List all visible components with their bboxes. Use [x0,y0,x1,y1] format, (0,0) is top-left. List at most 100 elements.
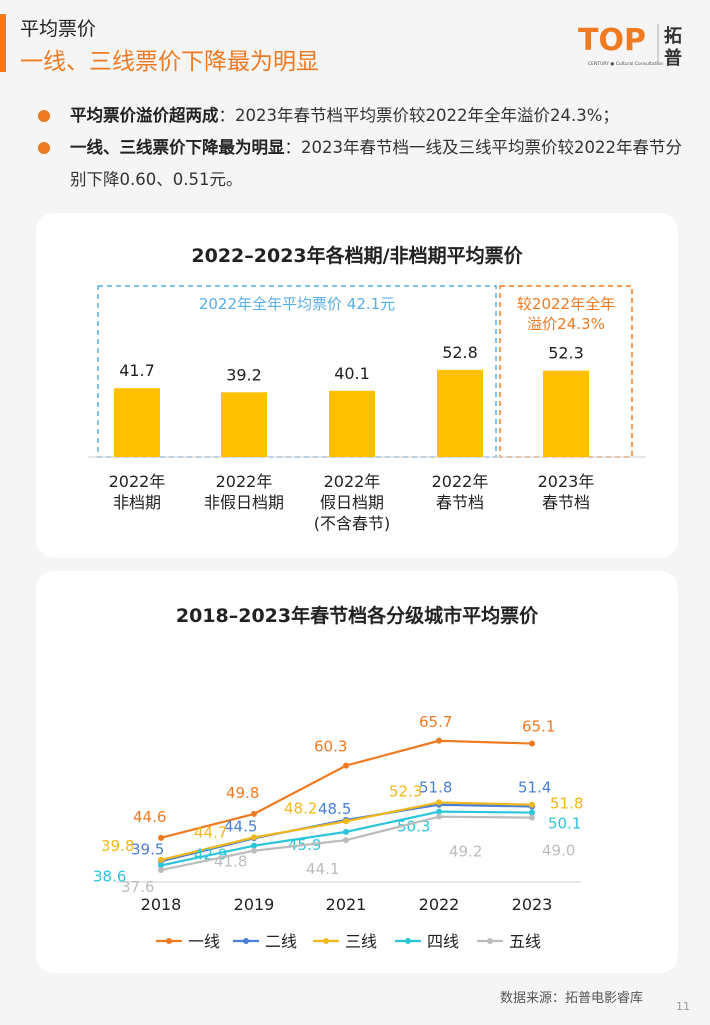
premium-label: 较2022年全年 [517,295,615,313]
data-label: 48.2 [284,799,317,817]
legend-swatch-dot [166,938,172,944]
data-source: 数据来源：拓普电影睿库 [500,991,644,1006]
category-tick-label: 春节档 [542,493,590,512]
data-label: 39.5 [131,840,164,858]
legend-label: 五线 [509,932,541,951]
logo-brand-char-2: 普 [664,47,682,69]
logo-brand-char-1: 拓 [664,25,682,47]
legend-swatch-dot [243,938,249,944]
category-tick-label: 非档期 [113,493,161,512]
data-point [158,834,164,841]
data-point [251,810,257,817]
category-tick-label: 2022年 [324,472,381,491]
data-point [343,837,349,844]
data-point [529,809,535,816]
x-tick-label: 2022 [419,895,460,914]
bar-value-label: 41.7 [119,361,155,380]
data-point [436,813,442,820]
bullet-dot-icon [38,142,50,154]
data-point [251,842,257,849]
data-label: 51.8 [419,779,452,797]
legend-label: 四线 [427,932,459,951]
category-tick-label: 2023年 [538,472,595,491]
data-label: 41.8 [214,853,247,871]
data-label: 49.0 [542,842,575,860]
bullet-1-bold: 平均票价溢价超两成 [70,106,219,125]
legend-swatch-dot [405,938,411,944]
page-subtitle: 一线、三线票价下降最为明显 [20,49,319,75]
bar-chart-title: 2022–2023年各档期/非档期平均票价 [191,245,523,267]
data-point [251,847,257,854]
data-label: 51.8 [550,795,583,813]
legend-swatch-dot [487,938,493,944]
bar-chart-panel: 2022–2023年各档期/非档期平均票价 2022年全年平均票价 42.1元 较… [36,213,678,558]
bullet-item-2: 一线、三线票价下降最为明显：2023年春节档一线及三线平均票价较2022年春节分… [38,132,688,196]
bar [114,388,160,457]
data-point [158,856,164,863]
line-chart: 2018 2019 2021 2022 2023 44.6 49.8 60.3 65.7 65.1… [93,713,583,951]
category-tick-label: 非假日档期 [204,493,284,512]
x-tick-label: 2019 [234,895,275,914]
bullet-dot-icon [38,110,50,122]
bar [543,370,589,457]
page-section-title: 平均票价 [20,18,97,40]
data-label: 44.1 [306,860,339,878]
legend-label: 一线 [188,932,220,951]
line-chart-panel: 2018–2023年春节档各分级城市平均票价 2018 2019 2021 2022 2… [36,571,678,973]
bar-value-label: 52.3 [548,344,584,363]
data-point [529,801,535,808]
x-tick-label: 2018 [141,895,182,914]
category-tick-label: 2022年 [432,472,489,491]
legend-label: 二线 [265,932,297,951]
data-point [251,834,257,841]
category-tick-label: 2022年 [216,472,273,491]
data-label: 39.8 [101,837,134,855]
data-label: 49.8 [226,784,259,802]
x-tick-label: 2023 [512,895,553,914]
data-label: 52.3 [389,782,422,800]
legend-swatch-dot [323,938,329,944]
bar [221,392,267,457]
data-label: 51.4 [518,779,551,797]
data-point [343,762,349,769]
page-number: 11 [676,1000,690,1013]
data-label: 42.9 [194,846,227,864]
bar [437,369,483,457]
data-label: 38.6 [93,867,126,885]
bullet-1-text: ：2023年春节档平均票价较2022年全年溢价24.3%； [218,106,619,125]
data-label: 60.3 [314,738,347,756]
premium-label: 溢价24.3% [527,315,605,333]
bar [329,390,375,457]
data-label: 44.6 [133,808,166,826]
category-tick-label: 假日档期 [320,493,384,512]
x-tick-label: 2021 [326,895,367,914]
line-chart-title: 2018–2023年春节档各分级城市平均票价 [175,605,539,627]
data-point [436,737,442,744]
data-label: 50.1 [548,815,581,833]
data-label: 65.1 [522,718,555,736]
data-point [436,799,442,806]
data-point [158,867,164,874]
data-label: 65.7 [419,713,452,731]
logo-text: TOP [578,23,646,58]
bullet-item-1: 平均票价溢价超两成：2023年春节档平均票价较2022年全年溢价24.3%； [38,100,688,132]
bullet-2-bold: 一线、三线票价下降最为明显 [70,138,285,157]
data-point [343,828,349,835]
bar-value-label: 52.8 [442,343,478,362]
annual-average-label: 2022年全年平均票价 42.1元 [199,295,395,313]
data-point [529,814,535,821]
data-label: 49.2 [449,843,482,861]
summary-bullets: 平均票价溢价超两成：2023年春节档平均票价较2022年全年溢价24.3%； 一… [38,100,688,196]
data-point [436,808,442,815]
bar-value-label: 39.2 [226,365,262,384]
data-label: 44.7 [194,823,227,841]
data-label: 48.5 [318,800,351,818]
data-label: 44.5 [224,817,257,835]
bar-chart: 2022年全年平均票价 42.1元 较2022年全年溢价24.3% 41.7 2022… [88,285,646,533]
data-label: 37.6 [121,878,154,896]
header-accent-bar [0,14,6,72]
bullet-2-text: ：2023年春节档一线及三线平均票价较2022年春节分别下降0.60、0.51元… [70,138,682,189]
bar-value-label: 40.1 [334,364,370,383]
top-logo: TOP CENTURY ● Cultural Consultation 拓 普 [578,23,682,69]
category-tick-label: 2022年 [109,472,166,491]
